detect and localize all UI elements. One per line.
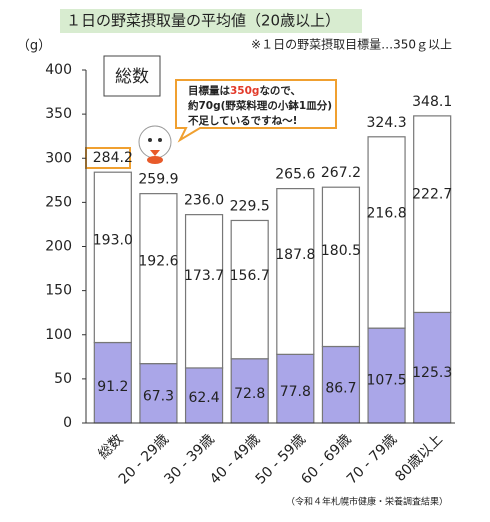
value-label: 156.7	[230, 268, 270, 284]
value-label: 125.3	[412, 365, 452, 381]
value-label: 77.8	[280, 384, 311, 400]
bar-segment	[276, 353, 315, 424]
total-label: 324.3	[367, 115, 407, 131]
bar-segment	[413, 311, 452, 424]
value-label: 193.0	[93, 232, 133, 248]
bar-segment	[367, 327, 406, 424]
y-tick-label: 50	[54, 371, 72, 387]
bar-segment	[230, 219, 269, 360]
bar-segment	[276, 188, 315, 355]
total-label: 267.2	[321, 165, 361, 181]
bar-segment	[139, 193, 178, 365]
bar-segment	[367, 136, 406, 329]
value-label: 107.5	[367, 372, 407, 388]
bar-segment	[321, 186, 361, 348]
value-label: 91.2	[97, 379, 128, 395]
total-label: 265.6	[275, 167, 315, 183]
total-label: 348.1	[412, 94, 452, 110]
y-tick-label: 400	[45, 62, 72, 78]
bar-segment	[413, 115, 452, 314]
total-label: 259.9	[138, 172, 178, 188]
bar-segment	[93, 171, 132, 344]
value-label: 86.7	[325, 381, 356, 397]
value-label: 222.7	[412, 187, 452, 203]
y-tick-label: 150	[45, 283, 72, 299]
callout-part: 不足しているですね〜!	[188, 115, 297, 127]
value-label: 192.6	[138, 254, 178, 270]
value-label: 67.3	[143, 388, 174, 404]
callout-part: 約70g(野菜料理の小鉢1皿分)	[188, 99, 332, 112]
source: （令和４年札幌市健康・栄養調査結果）	[286, 496, 448, 508]
value-label: 62.4	[188, 390, 219, 406]
x-tick-label: 80歳以上	[392, 431, 446, 485]
x-tick-label: 70 - 79歳	[344, 431, 400, 487]
callout-line: 約70g(野菜料理の小鉢1皿分)	[188, 99, 332, 112]
callout	[175, 79, 337, 143]
y-tick-label: 350	[45, 106, 72, 122]
value-label: 187.8	[275, 247, 315, 263]
callout-part: 目標量は	[188, 84, 230, 97]
box	[103, 55, 161, 97]
mascot	[138, 125, 172, 164]
bar-segment	[230, 358, 269, 424]
y-tick-label: 0	[63, 415, 72, 431]
x-tick-label: 総数	[95, 431, 126, 462]
bar-segment	[184, 214, 224, 369]
total-label: 284.2	[93, 150, 133, 166]
callout-part: 350g	[230, 85, 259, 97]
bar-segment	[184, 367, 224, 424]
y-tick-label: 100	[45, 327, 72, 343]
callout-part: なので、	[259, 85, 301, 97]
callout-line: 不足しているですね〜!	[188, 115, 297, 127]
box-label: 総数	[115, 67, 149, 87]
callout-text: 目標量は350gなので、約70g(野菜料理の小鉢1皿分) 不足しているですね〜!	[188, 84, 332, 127]
y-unit: （g）	[17, 39, 51, 54]
value-label: 180.5	[321, 243, 361, 259]
value-label: 173.7	[184, 268, 224, 284]
value-label: 72.8	[234, 386, 265, 402]
total-label: 229.5	[230, 198, 270, 214]
y-tick-label: 250	[45, 194, 72, 210]
callout-line: 目標量は350gなので、	[188, 84, 301, 97]
total-label: 236.0	[184, 193, 224, 209]
title-background	[60, 9, 362, 33]
y-tick-label: 300	[45, 150, 72, 166]
y-tick-label: 200	[45, 239, 72, 255]
chart-title: １日の野菜摂取量の平均値（20歳以上）	[66, 12, 340, 30]
subtitle: ※１日の野菜摂取目標量…350ｇ以上	[251, 37, 452, 52]
value-label: 216.8	[367, 205, 407, 221]
